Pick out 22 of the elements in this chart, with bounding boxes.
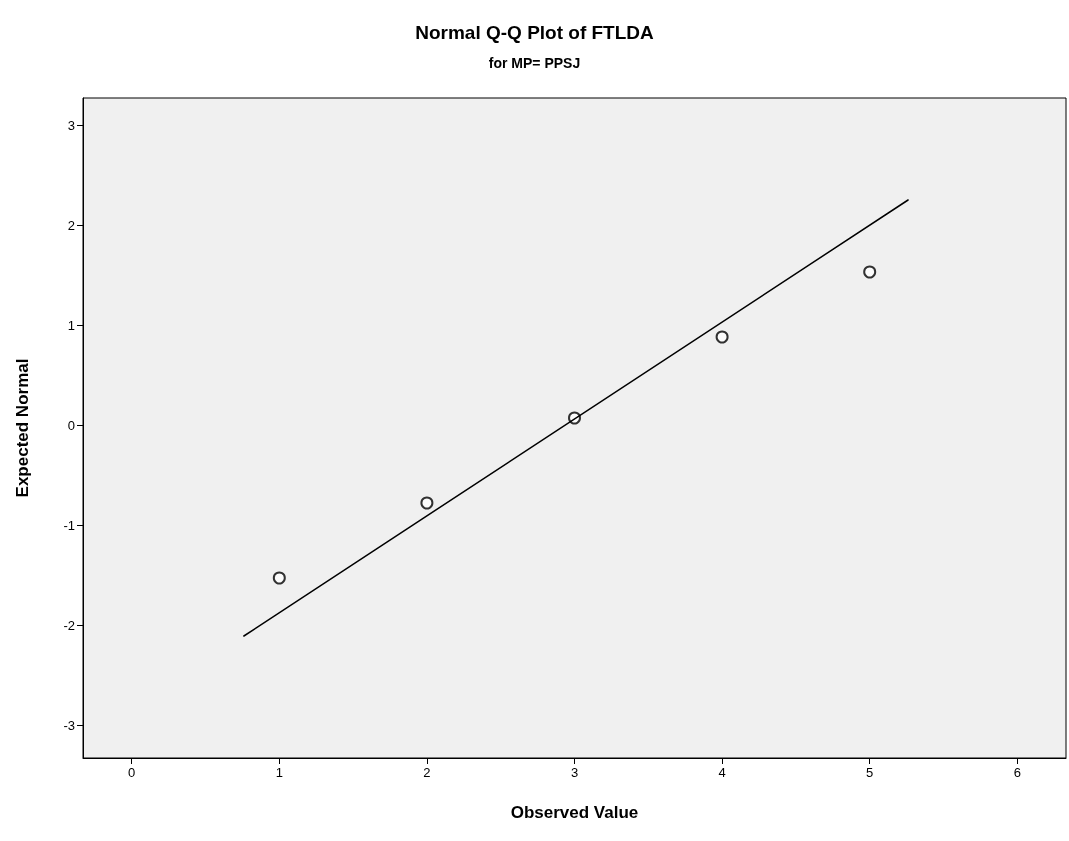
x-tick-label: 5 (866, 765, 874, 780)
x-tick-label: 6 (1013, 765, 1021, 780)
y-tick-label: 2 (67, 217, 75, 233)
y-tick-label: -3 (63, 717, 75, 733)
x-tick-label: 4 (718, 765, 726, 780)
x-tick-label: 0 (128, 765, 136, 780)
y-tick-label: -2 (63, 617, 75, 633)
y-tick-label: 0 (67, 417, 75, 433)
chart-subtitle: for MP= PPSJ (488, 55, 581, 71)
point (863, 265, 877, 279)
x-tick-label: 3 (570, 765, 579, 780)
point (272, 571, 286, 585)
point (715, 330, 729, 344)
point (420, 496, 434, 510)
y-tick-label: 1 (67, 317, 75, 333)
x-tick-label: 2 (423, 765, 431, 780)
chart-title: Normal Q-Q Plot of FTLDA (415, 22, 655, 43)
y-tick-label: 3 (67, 117, 75, 133)
y-axis-title: Expected Normal (13, 358, 32, 498)
y-tick-label: -1 (63, 517, 75, 533)
x-tick-label: 1 (275, 765, 283, 780)
x-axis-title: Observed Value (510, 803, 639, 822)
